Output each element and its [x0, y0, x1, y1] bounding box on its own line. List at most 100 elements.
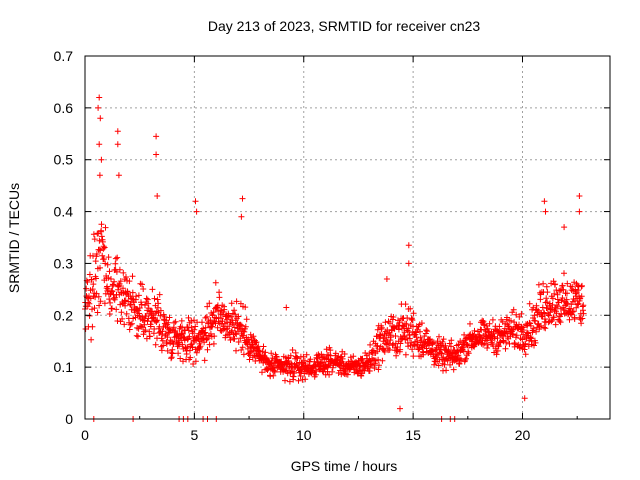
data-point — [106, 311, 113, 317]
data-point — [269, 355, 276, 362]
data-point — [123, 274, 129, 280]
data-point — [113, 306, 120, 313]
data-point — [88, 336, 95, 343]
data-point — [390, 341, 397, 348]
data-point — [116, 266, 123, 273]
data-point — [109, 288, 116, 295]
data-point — [172, 327, 179, 334]
data-point — [120, 269, 127, 276]
data-point — [424, 328, 431, 335]
data-point — [339, 355, 346, 362]
data-point — [191, 326, 198, 333]
data-point — [430, 339, 437, 346]
data-point — [571, 316, 578, 322]
data-point — [139, 281, 145, 288]
data-point — [564, 300, 571, 307]
data-point — [410, 310, 417, 317]
data-point — [156, 291, 163, 298]
data-point — [253, 339, 260, 346]
data-point — [367, 341, 374, 348]
y-tick-label: 0.3 — [54, 255, 74, 271]
data-point — [206, 300, 213, 307]
data-point — [90, 231, 97, 238]
data-point — [237, 321, 244, 328]
data-point — [502, 345, 509, 352]
data-point — [446, 340, 453, 347]
data-point — [190, 361, 197, 367]
data-point — [91, 305, 98, 312]
data-point — [114, 254, 121, 261]
data-point — [127, 301, 133, 308]
data-point — [440, 336, 447, 343]
data-point — [329, 368, 336, 375]
x-axis-ticks: 0 5 10 15 20 — [81, 56, 578, 443]
data-point — [91, 236, 98, 243]
data-point — [216, 289, 223, 296]
data-point — [86, 271, 93, 278]
data-point — [188, 341, 195, 348]
data-point — [243, 316, 250, 323]
data-point — [403, 321, 410, 327]
chart-title: Day 213 of 2023, SRMTID for receiver cn2… — [208, 18, 481, 34]
data-point — [371, 365, 378, 372]
data-point — [326, 371, 333, 378]
data-point — [211, 333, 218, 340]
data-point — [533, 328, 540, 335]
data-point — [241, 328, 248, 335]
data-point — [506, 340, 513, 347]
data-point — [490, 330, 497, 337]
data-point — [406, 335, 413, 342]
x-tick-label: 15 — [405, 427, 421, 443]
data-point — [503, 339, 510, 346]
data-point — [302, 376, 309, 383]
data-point — [126, 326, 133, 333]
data-point — [578, 320, 585, 327]
data-point — [185, 314, 192, 321]
data-point — [108, 287, 115, 294]
data-point — [301, 357, 308, 364]
data-point — [189, 344, 196, 351]
data-point — [375, 366, 382, 373]
data-point — [169, 350, 176, 357]
data-point — [101, 256, 107, 262]
data-point — [484, 345, 491, 351]
data-point — [151, 295, 158, 302]
data-point — [228, 313, 235, 320]
data-point — [540, 309, 547, 316]
data-point — [96, 141, 103, 148]
data-point — [228, 300, 235, 307]
data-point — [203, 313, 210, 320]
data-point — [563, 296, 570, 303]
data-point — [386, 346, 393, 353]
data-point — [535, 307, 542, 314]
data-point — [379, 357, 386, 364]
data-point — [386, 340, 393, 347]
y-tick-label: 0.1 — [54, 359, 74, 375]
data-point — [129, 289, 136, 296]
data-point — [141, 317, 148, 324]
data-point — [513, 332, 520, 339]
data-points — [82, 94, 587, 422]
data-point — [239, 195, 246, 202]
data-point — [106, 296, 113, 303]
data-point — [89, 286, 96, 293]
data-point — [575, 300, 582, 307]
data-point — [494, 335, 501, 342]
data-point — [199, 319, 205, 326]
data-point — [291, 370, 298, 377]
data-point — [214, 324, 221, 331]
data-point — [127, 302, 134, 308]
data-point — [268, 350, 275, 357]
data-point — [153, 151, 160, 158]
data-point — [95, 104, 102, 111]
data-point — [389, 342, 396, 349]
data-point — [543, 295, 550, 302]
data-point — [566, 316, 573, 323]
data-point — [96, 94, 103, 101]
data-point — [111, 278, 118, 285]
data-point — [93, 251, 100, 257]
data-point — [232, 311, 239, 318]
data-point — [99, 238, 106, 245]
data-point — [221, 306, 228, 313]
